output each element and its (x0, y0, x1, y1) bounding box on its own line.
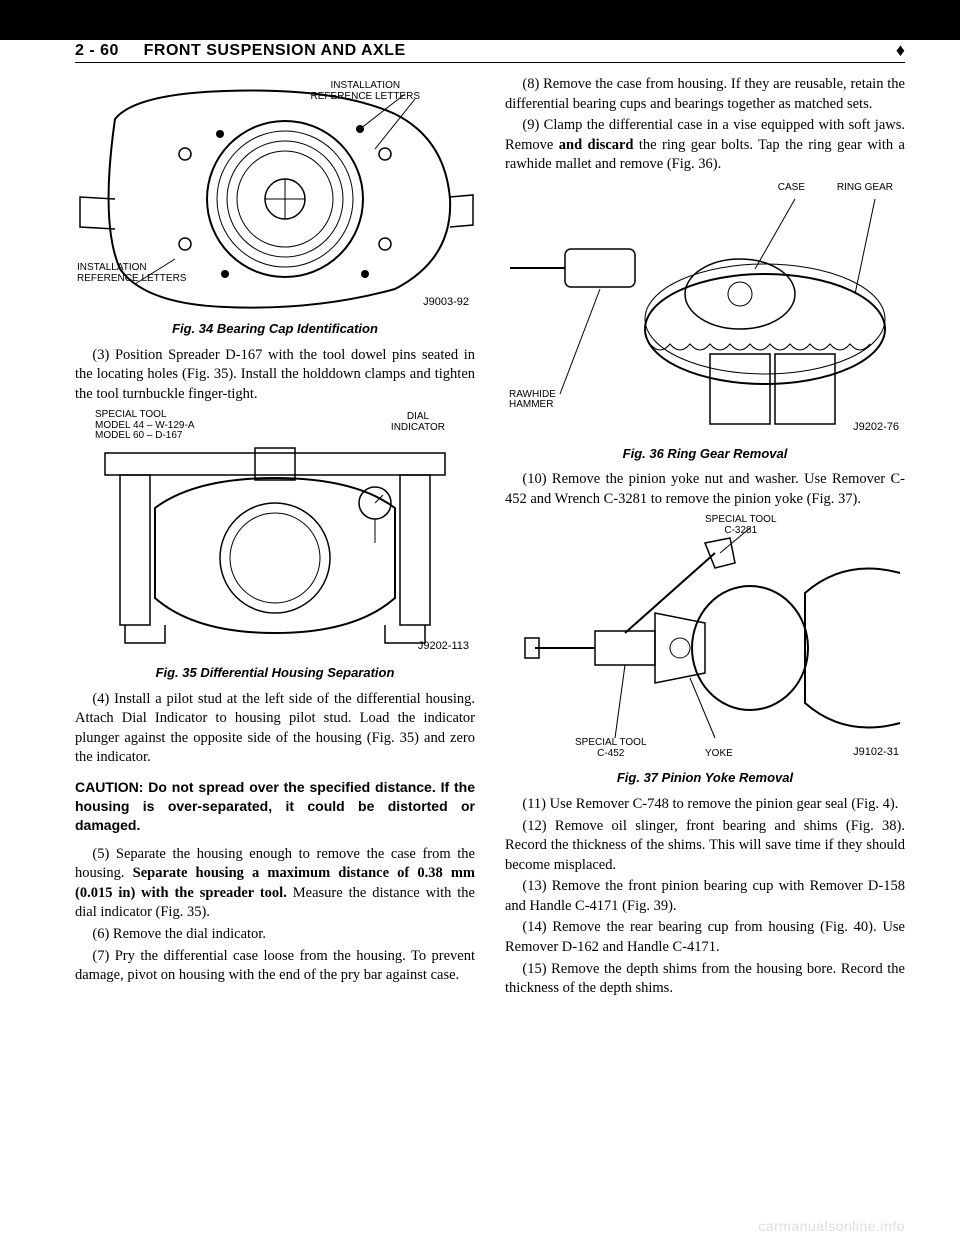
right-column: (8) Remove the case from housing. If the… (505, 75, 905, 1001)
step-12: (12) Remove oil slinger, front bearing a… (505, 817, 905, 876)
header-left: 2 - 60 FRONT SUSPENSION AND AXLE (75, 42, 406, 60)
fig35-num: J9202-113 (418, 639, 469, 654)
watermark: carmanualsonline.info (758, 1218, 905, 1234)
fig37-label-toolbot: SPECIAL TOOL C-452 (575, 738, 647, 759)
fig35-caption: Fig. 35 Differential Housing Separation (75, 664, 475, 682)
left-column: INSTALLATION REFERENCE LETTERS INSTALLAT… (75, 75, 475, 1001)
figure-37-image: SPECIAL TOOL C-3281 SPECIAL TOOL C-452 Y… (505, 513, 905, 763)
content-columns: INSTALLATION REFERENCE LETTERS INSTALLAT… (75, 75, 905, 1001)
fig35-label-dial: DIAL INDICATOR (391, 412, 445, 433)
section-title: FRONT SUSPENSION AND AXLE (144, 42, 406, 59)
fig36-svg (505, 179, 905, 439)
figure-35: SPECIAL TOOL MODEL 44 – W-129-A MODEL 60… (75, 408, 475, 682)
figure-34-image: INSTALLATION REFERENCE LETTERS INSTALLAT… (75, 79, 475, 314)
page-number: 2 - 60 (75, 42, 119, 59)
page-header: 2 - 60 FRONT SUSPENSION AND AXLE ♦ (75, 40, 905, 63)
step-4: (4) Install a pilot stud at the left sid… (75, 690, 475, 768)
figure-36: CASE RING GEAR RAWHIDE HAMMER J9202-76 F… (505, 179, 905, 463)
fig37-label-tooltop: SPECIAL TOOL C-3281 (705, 515, 777, 536)
fig34-label-bottom: INSTALLATION REFERENCE LETTERS (77, 263, 186, 284)
header-glyph: ♦ (896, 40, 905, 61)
figure-34: INSTALLATION REFERENCE LETTERS INSTALLAT… (75, 79, 475, 338)
step-10: (10) Remove the pinion yoke nut and wash… (505, 470, 905, 509)
caution-block: CAUTION: Do not spread over the specifie… (75, 778, 475, 835)
manual-page: 2 - 60 FRONT SUSPENSION AND AXLE ♦ (0, 0, 960, 1242)
fig37-svg (505, 513, 905, 763)
fig34-caption: Fig. 34 Bearing Cap Identification (75, 320, 475, 338)
step-6: (6) Remove the dial indicator. (75, 925, 475, 945)
figure-36-image: CASE RING GEAR RAWHIDE HAMMER J9202-76 (505, 179, 905, 439)
fig36-label-ring: RING GEAR (837, 183, 893, 194)
top-black-bar (0, 0, 960, 40)
step-9: (9) Clamp the differential case in a vis… (505, 116, 905, 175)
step-14: (14) Remove the rear bearing cup from ho… (505, 918, 905, 957)
fig36-num: J9202-76 (853, 420, 899, 435)
step-7: (7) Pry the differential case loose from… (75, 947, 475, 986)
fig36-label-case: CASE (778, 183, 805, 194)
fig36-label-hammer: RAWHIDE HAMMER (509, 390, 556, 411)
figure-37: SPECIAL TOOL C-3281 SPECIAL TOOL C-452 Y… (505, 513, 905, 787)
fig37-num: J9102-31 (853, 745, 899, 760)
fig37-caption: Fig. 37 Pinion Yoke Removal (505, 769, 905, 787)
step-5: (5) Separate the housing enough to remov… (75, 845, 475, 923)
step-11: (11) Use Remover C-748 to remove the pin… (505, 795, 905, 815)
fig35-label-tool: SPECIAL TOOL MODEL 44 – W-129-A MODEL 60… (95, 410, 194, 442)
figure-35-image: SPECIAL TOOL MODEL 44 – W-129-A MODEL 60… (75, 408, 475, 658)
fig34-num: J9003-92 (423, 295, 469, 310)
fig36-caption: Fig. 36 Ring Gear Removal (505, 445, 905, 463)
step-13: (13) Remove the front pinion bearing cup… (505, 877, 905, 916)
fig37-label-yoke: YOKE (705, 749, 733, 760)
fig35-svg (75, 408, 475, 658)
step-8: (8) Remove the case from housing. If the… (505, 75, 905, 114)
step-3: (3) Position Spreader D-167 with the too… (75, 346, 475, 405)
fig34-label-top: INSTALLATION REFERENCE LETTERS (311, 81, 420, 102)
step-15: (15) Remove the depth shims from the hou… (505, 960, 905, 999)
